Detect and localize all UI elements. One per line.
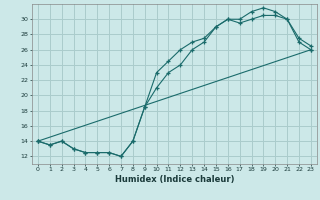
X-axis label: Humidex (Indice chaleur): Humidex (Indice chaleur)	[115, 175, 234, 184]
